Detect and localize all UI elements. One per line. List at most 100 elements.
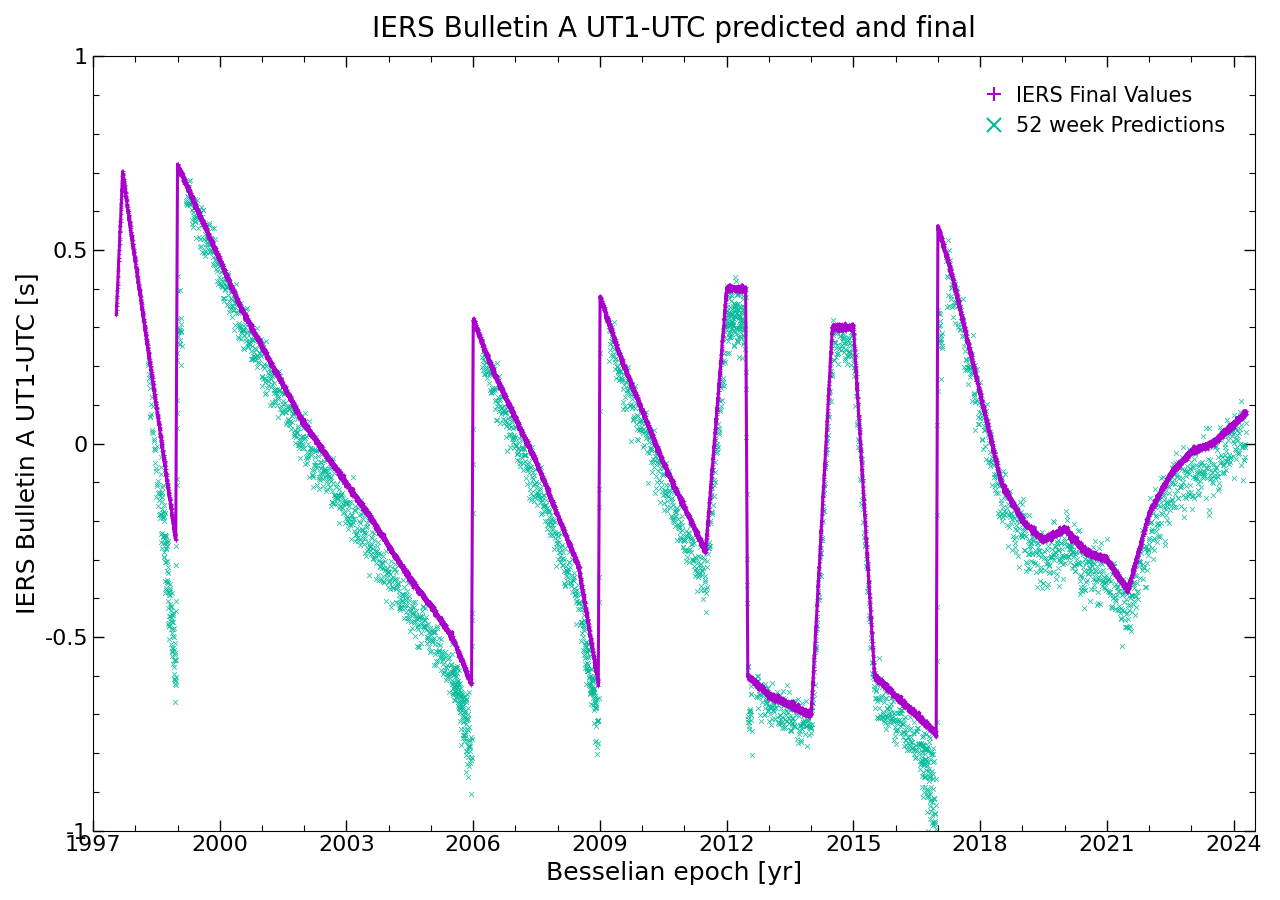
- IERS Final Values: [1132, 535, 1152, 549]
- IERS Final Values: [945, 282, 965, 296]
- IERS Final Values: [899, 700, 919, 715]
- IERS Final Values: [234, 307, 255, 321]
- 52 week Predictions: [648, 464, 668, 478]
- IERS Final Values: [938, 252, 959, 266]
- IERS Final Values: [431, 610, 452, 625]
- IERS Final Values: [1002, 494, 1023, 508]
- IERS Final Values: [1043, 526, 1064, 541]
- IERS Final Values: [1162, 466, 1183, 481]
- 52 week Predictions: [774, 720, 795, 734]
- IERS Final Values: [708, 396, 728, 410]
- IERS Final Values: [577, 610, 598, 625]
- IERS Final Values: [791, 705, 812, 719]
- 52 week Predictions: [1235, 450, 1256, 464]
- IERS Final Values: [1207, 430, 1228, 445]
- IERS Final Values: [689, 534, 709, 548]
- IERS Final Values: [968, 374, 988, 388]
- IERS Final Values: [549, 512, 570, 526]
- 52 week Predictions: [919, 769, 940, 783]
- 52 week Predictions: [718, 308, 739, 322]
- IERS Final Values: [639, 422, 659, 436]
- IERS Final Values: [660, 472, 681, 486]
- 52 week Predictions: [739, 722, 759, 736]
- IERS Final Values: [803, 683, 823, 698]
- IERS Final Values: [417, 595, 438, 609]
- 52 week Predictions: [780, 698, 800, 712]
- IERS Final Values: [1107, 568, 1128, 582]
- 52 week Predictions: [376, 561, 397, 575]
- IERS Final Values: [613, 358, 634, 373]
- 52 week Predictions: [916, 782, 937, 796]
- 52 week Predictions: [202, 220, 223, 235]
- IERS Final Values: [896, 697, 916, 711]
- IERS Final Values: [684, 521, 704, 535]
- IERS Final Values: [836, 322, 856, 337]
- 52 week Predictions: [913, 729, 933, 743]
- IERS Final Values: [296, 419, 316, 434]
- IERS Final Values: [809, 555, 829, 570]
- IERS Final Values: [445, 635, 466, 650]
- IERS Final Values: [219, 274, 239, 289]
- IERS Final Values: [609, 349, 630, 364]
- IERS Final Values: [695, 543, 716, 557]
- 52 week Predictions: [740, 702, 760, 716]
- IERS Final Values: [353, 500, 374, 514]
- IERS Final Values: [1175, 453, 1196, 467]
- 52 week Predictions: [622, 400, 643, 415]
- 52 week Predictions: [577, 643, 598, 657]
- IERS Final Values: [1188, 443, 1208, 457]
- 52 week Predictions: [608, 368, 628, 382]
- IERS Final Values: [817, 423, 837, 437]
- IERS Final Values: [819, 382, 840, 396]
- IERS Final Values: [666, 485, 686, 500]
- 52 week Predictions: [653, 468, 673, 482]
- IERS Final Values: [238, 313, 259, 328]
- 52 week Predictions: [923, 754, 943, 769]
- IERS Final Values: [433, 616, 453, 630]
- 52 week Predictions: [703, 463, 723, 477]
- 52 week Predictions: [909, 737, 929, 751]
- IERS Final Values: [344, 487, 365, 501]
- IERS Final Values: [234, 308, 255, 322]
- IERS Final Values: [191, 211, 211, 225]
- IERS Final Values: [989, 469, 1010, 483]
- IERS Final Values: [486, 373, 507, 387]
- IERS Final Values: [996, 487, 1016, 501]
- 52 week Predictions: [897, 718, 918, 733]
- IERS Final Values: [777, 698, 797, 712]
- IERS Final Values: [210, 254, 230, 268]
- 52 week Predictions: [273, 403, 293, 418]
- IERS Final Values: [164, 518, 184, 533]
- 52 week Predictions: [1033, 544, 1053, 559]
- IERS Final Values: [742, 670, 763, 684]
- IERS Final Values: [1231, 412, 1252, 427]
- IERS Final Values: [506, 412, 526, 427]
- 52 week Predictions: [504, 441, 525, 455]
- IERS Final Values: [183, 193, 204, 207]
- IERS Final Values: [571, 572, 591, 587]
- 52 week Predictions: [860, 614, 881, 628]
- 52 week Predictions: [675, 528, 695, 543]
- IERS Final Values: [695, 545, 716, 560]
- IERS Final Values: [790, 703, 810, 717]
- IERS Final Values: [274, 379, 294, 393]
- IERS Final Values: [118, 204, 138, 219]
- IERS Final Values: [1028, 526, 1048, 541]
- IERS Final Values: [936, 249, 956, 264]
- 52 week Predictions: [163, 608, 183, 622]
- IERS Final Values: [1066, 536, 1087, 551]
- IERS Final Values: [344, 489, 365, 503]
- IERS Final Values: [1020, 521, 1041, 535]
- IERS Final Values: [1140, 504, 1161, 518]
- 52 week Predictions: [141, 397, 161, 411]
- IERS Final Values: [367, 521, 388, 535]
- IERS Final Values: [640, 423, 660, 437]
- 52 week Predictions: [705, 438, 726, 453]
- IERS Final Values: [799, 709, 819, 724]
- IERS Final Values: [671, 498, 691, 512]
- IERS Final Values: [1089, 550, 1110, 564]
- 52 week Predictions: [511, 429, 531, 444]
- IERS Final Values: [910, 713, 931, 727]
- IERS Final Values: [202, 235, 223, 249]
- IERS Final Values: [827, 318, 847, 332]
